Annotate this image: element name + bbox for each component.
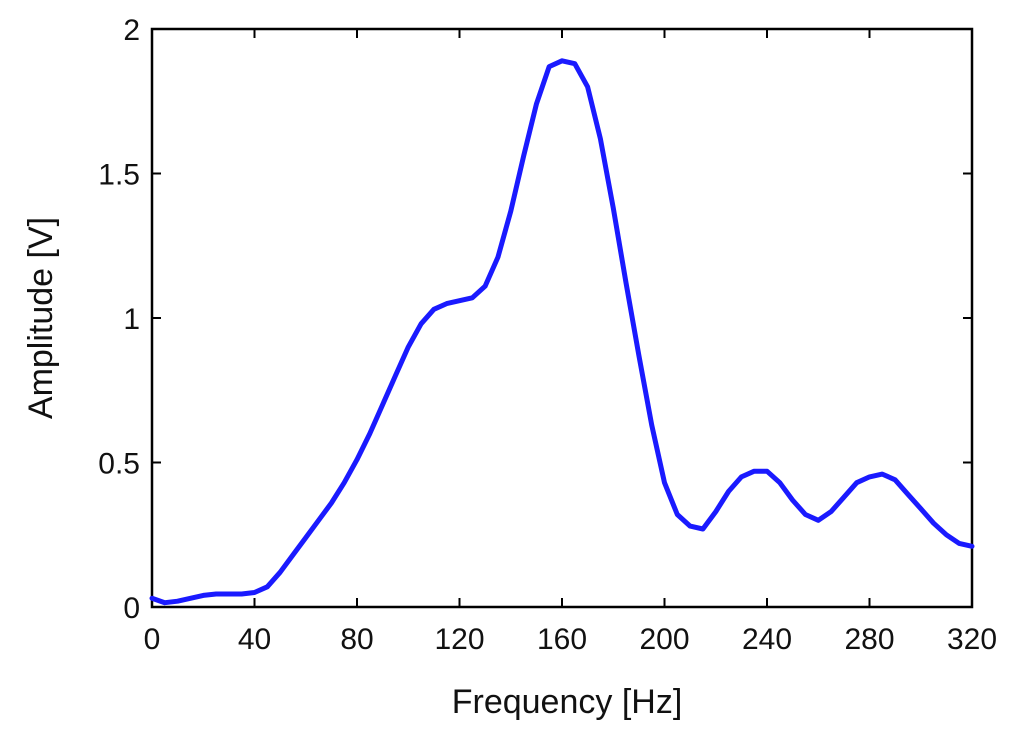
x-tick-label: 160 bbox=[537, 623, 587, 656]
series-layer bbox=[149, 58, 975, 606]
y-axis-title: Amplitude [V] bbox=[22, 217, 60, 419]
tick-labels: 0 40 80 120 160 200 240 280 320 0 0.5 1 1.5 2 bbox=[98, 14, 997, 656]
x-tick-label: 80 bbox=[340, 623, 373, 656]
plot-area bbox=[150, 27, 974, 609]
x-axis-title: Frequency [Hz] bbox=[452, 683, 683, 721]
ticks bbox=[151, 28, 973, 608]
y-tick-label: 0 bbox=[123, 592, 140, 625]
x-tick-label: 320 bbox=[947, 623, 997, 656]
y-tick-label: 1.5 bbox=[98, 159, 140, 192]
x-tick-label: 280 bbox=[844, 623, 894, 656]
x-tick-label: 0 bbox=[144, 623, 161, 656]
x-tick-label: 200 bbox=[639, 623, 689, 656]
series-line bbox=[149, 58, 975, 606]
y-tick-label: 0.5 bbox=[98, 448, 140, 481]
x-tick-label: 240 bbox=[742, 623, 792, 656]
x-tick-label: 120 bbox=[434, 623, 484, 656]
y-tick-label: 1 bbox=[123, 303, 140, 336]
x-tick-label: 40 bbox=[238, 623, 271, 656]
y-tick-label: 2 bbox=[123, 14, 140, 47]
